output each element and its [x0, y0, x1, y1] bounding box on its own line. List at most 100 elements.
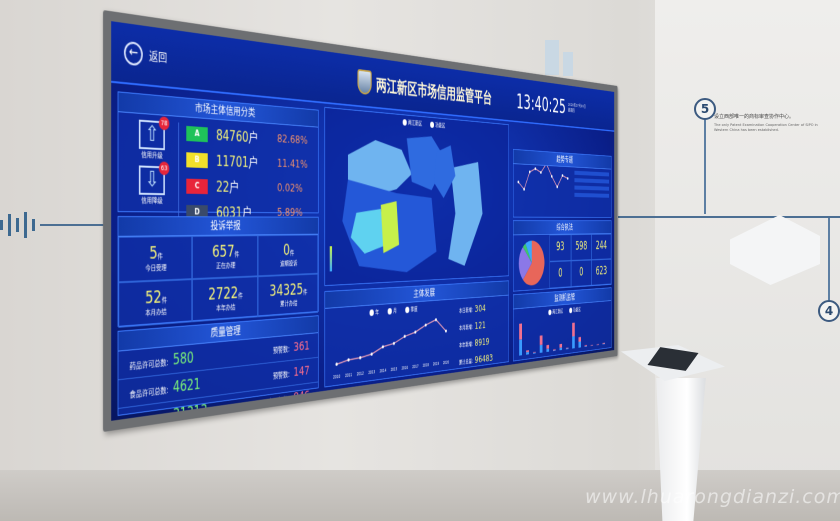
enforcement-stat[interactable]: 93	[549, 234, 571, 262]
stat-label: 本月新增:	[459, 323, 473, 331]
x-tick-label: 2015	[391, 367, 398, 373]
bar-function-zone	[578, 336, 581, 342]
quality-value: 580	[172, 349, 194, 369]
upgrade-group: ⇧ 78 信用升级	[138, 116, 170, 161]
complaints-panel: 投诉举报 5件 今日受理 657件 正在办理 0件 逾期投诉 52件 本月办结 2722件 本年办…	[117, 216, 319, 328]
alert-label: 预警数:	[272, 345, 290, 355]
upgrade-button[interactable]: ⇧ 78	[138, 116, 170, 151]
quality-label: 特种设备总数:	[130, 414, 169, 421]
stat-value: 0	[283, 241, 290, 260]
data-point	[335, 362, 338, 367]
downgrade-button[interactable]: ⇩ 63	[138, 161, 170, 196]
unit: 件	[238, 292, 243, 300]
grade-chip: B	[186, 151, 208, 168]
alert-value: 361	[293, 339, 310, 355]
complaint-stat[interactable]: 52件 本月办结	[118, 279, 192, 328]
bar-liangjiang	[572, 336, 575, 349]
exhibit-text-cn: 设立西部唯一的商标审查协作中心。	[714, 114, 795, 120]
downgrade-group: ⇩ 63 信用降级	[138, 161, 170, 205]
radio-icon	[387, 307, 392, 315]
bar-liangjiang	[559, 347, 563, 351]
complaint-stat[interactable]: 2722件 本年办结	[191, 276, 259, 323]
clock-weekday: 星期四	[568, 107, 575, 113]
grade-count: 22户	[216, 177, 269, 197]
enforcement-stat[interactable]: 598	[570, 234, 592, 261]
x-tick-label: 2019	[433, 361, 439, 367]
data-point	[517, 180, 520, 184]
grade-row[interactable]: C 22户 0.02%	[186, 176, 313, 198]
grade-chip: A	[186, 125, 208, 142]
complaint-stat[interactable]: 34325件 累计办结	[258, 273, 319, 318]
dashboard: ← 返回 两江新区市场信用监管平台 13:40:25 2020年07月09日 星期四 …	[111, 21, 615, 421]
stat-value: 304	[474, 302, 486, 315]
grade-count: 11701户	[216, 151, 269, 172]
timeline-vertical	[828, 218, 830, 303]
back-button[interactable]: ← 返回	[123, 40, 168, 69]
stat-label: 本年新增:	[459, 340, 473, 349]
unit: 件	[289, 249, 295, 257]
upgrade-label: 信用升级	[141, 150, 163, 160]
list-item	[574, 170, 610, 177]
unit: 件	[303, 288, 308, 296]
unit: 件	[234, 250, 240, 259]
x-tick-label: 2012	[357, 371, 364, 377]
enforcement-stat[interactable]: 244	[591, 233, 612, 260]
grade-row[interactable]: A 84760户 82.68%	[186, 123, 313, 150]
period-label: 月	[393, 307, 397, 315]
list-item	[574, 192, 610, 198]
enforcement-stat[interactable]: 0	[570, 259, 592, 287]
bar-liangjiang	[539, 344, 543, 353]
downgrade-count-badge: 63	[158, 161, 170, 176]
period-label: 年	[375, 308, 379, 316]
trend-line	[518, 164, 567, 191]
police-badge-icon	[357, 68, 372, 96]
complaint-stat[interactable]: 657件 正在办理	[191, 235, 259, 280]
complaint-stat[interactable]: 5件 今日受理	[118, 236, 192, 283]
grade-percent: 82.68%	[277, 132, 308, 148]
enforcement-stat[interactable]: 0	[549, 260, 571, 289]
map-region[interactable]	[434, 144, 456, 199]
map-region-highlight[interactable]	[380, 200, 400, 254]
monitor-panel: 监测机监管 两江新区 功能区	[512, 287, 612, 362]
alert-value: 725	[293, 413, 309, 420]
wall-timeline	[40, 224, 110, 226]
stat-value: 0	[579, 265, 584, 279]
development-stat: 本日新增: 304	[459, 301, 508, 316]
stat-value: 96483	[474, 352, 493, 366]
quality-value: 4621	[172, 375, 201, 396]
bar-function-zone	[546, 344, 550, 349]
map-panel: 两江新区 功能区	[324, 106, 509, 287]
x-tick-label: 2017	[412, 364, 418, 370]
arrow-down-icon: ⇩	[144, 167, 160, 193]
step-5-marker: 5	[694, 98, 716, 120]
back-label: 返回	[148, 49, 168, 65]
stat-value: 52	[145, 288, 162, 309]
stat-label: 正在办理	[216, 261, 236, 270]
floor	[0, 470, 840, 521]
enforcement-panel: 综合执法 93 598 244 0 0 623	[512, 220, 612, 292]
unit: 件	[161, 296, 167, 305]
unit: 户	[248, 129, 259, 147]
list-item	[574, 178, 610, 184]
alert-label: 电梯报警:	[267, 395, 290, 407]
upgrade-count-badge: 78	[158, 116, 170, 131]
grade-chip: C	[186, 178, 208, 194]
wall-building-graphic	[563, 52, 573, 76]
enforcement-pie-chart	[518, 240, 545, 286]
data-point	[403, 334, 406, 339]
x-tick-label: 2020	[443, 360, 449, 366]
wall-timeline-right	[618, 216, 840, 218]
complaint-stat[interactable]: 0件 逾期投诉	[258, 234, 319, 277]
wall-building-graphic	[545, 40, 559, 75]
development-stat: 本年新增: 8919	[459, 334, 508, 351]
count-value: 11701	[216, 152, 249, 171]
enforcement-stat[interactable]: 623	[591, 259, 612, 286]
trend-line-chart	[513, 163, 572, 216]
data-point	[414, 330, 417, 334]
district-map[interactable]	[325, 120, 509, 280]
quality-label: 药品许可总数:	[129, 358, 169, 372]
grade-list: A 84760户 82.68% B 11701户 11.41% C 22户 0.02% D 6031…	[178, 122, 314, 222]
grade-row[interactable]: B 11701户 11.41%	[186, 149, 313, 174]
x-tick-label: 2018	[423, 363, 429, 369]
credit-panel: 市场主体信用分类 ⇧ 78 信用升级 ⇩ 63 信用降级 A 84760户 82.68%…	[117, 91, 319, 222]
